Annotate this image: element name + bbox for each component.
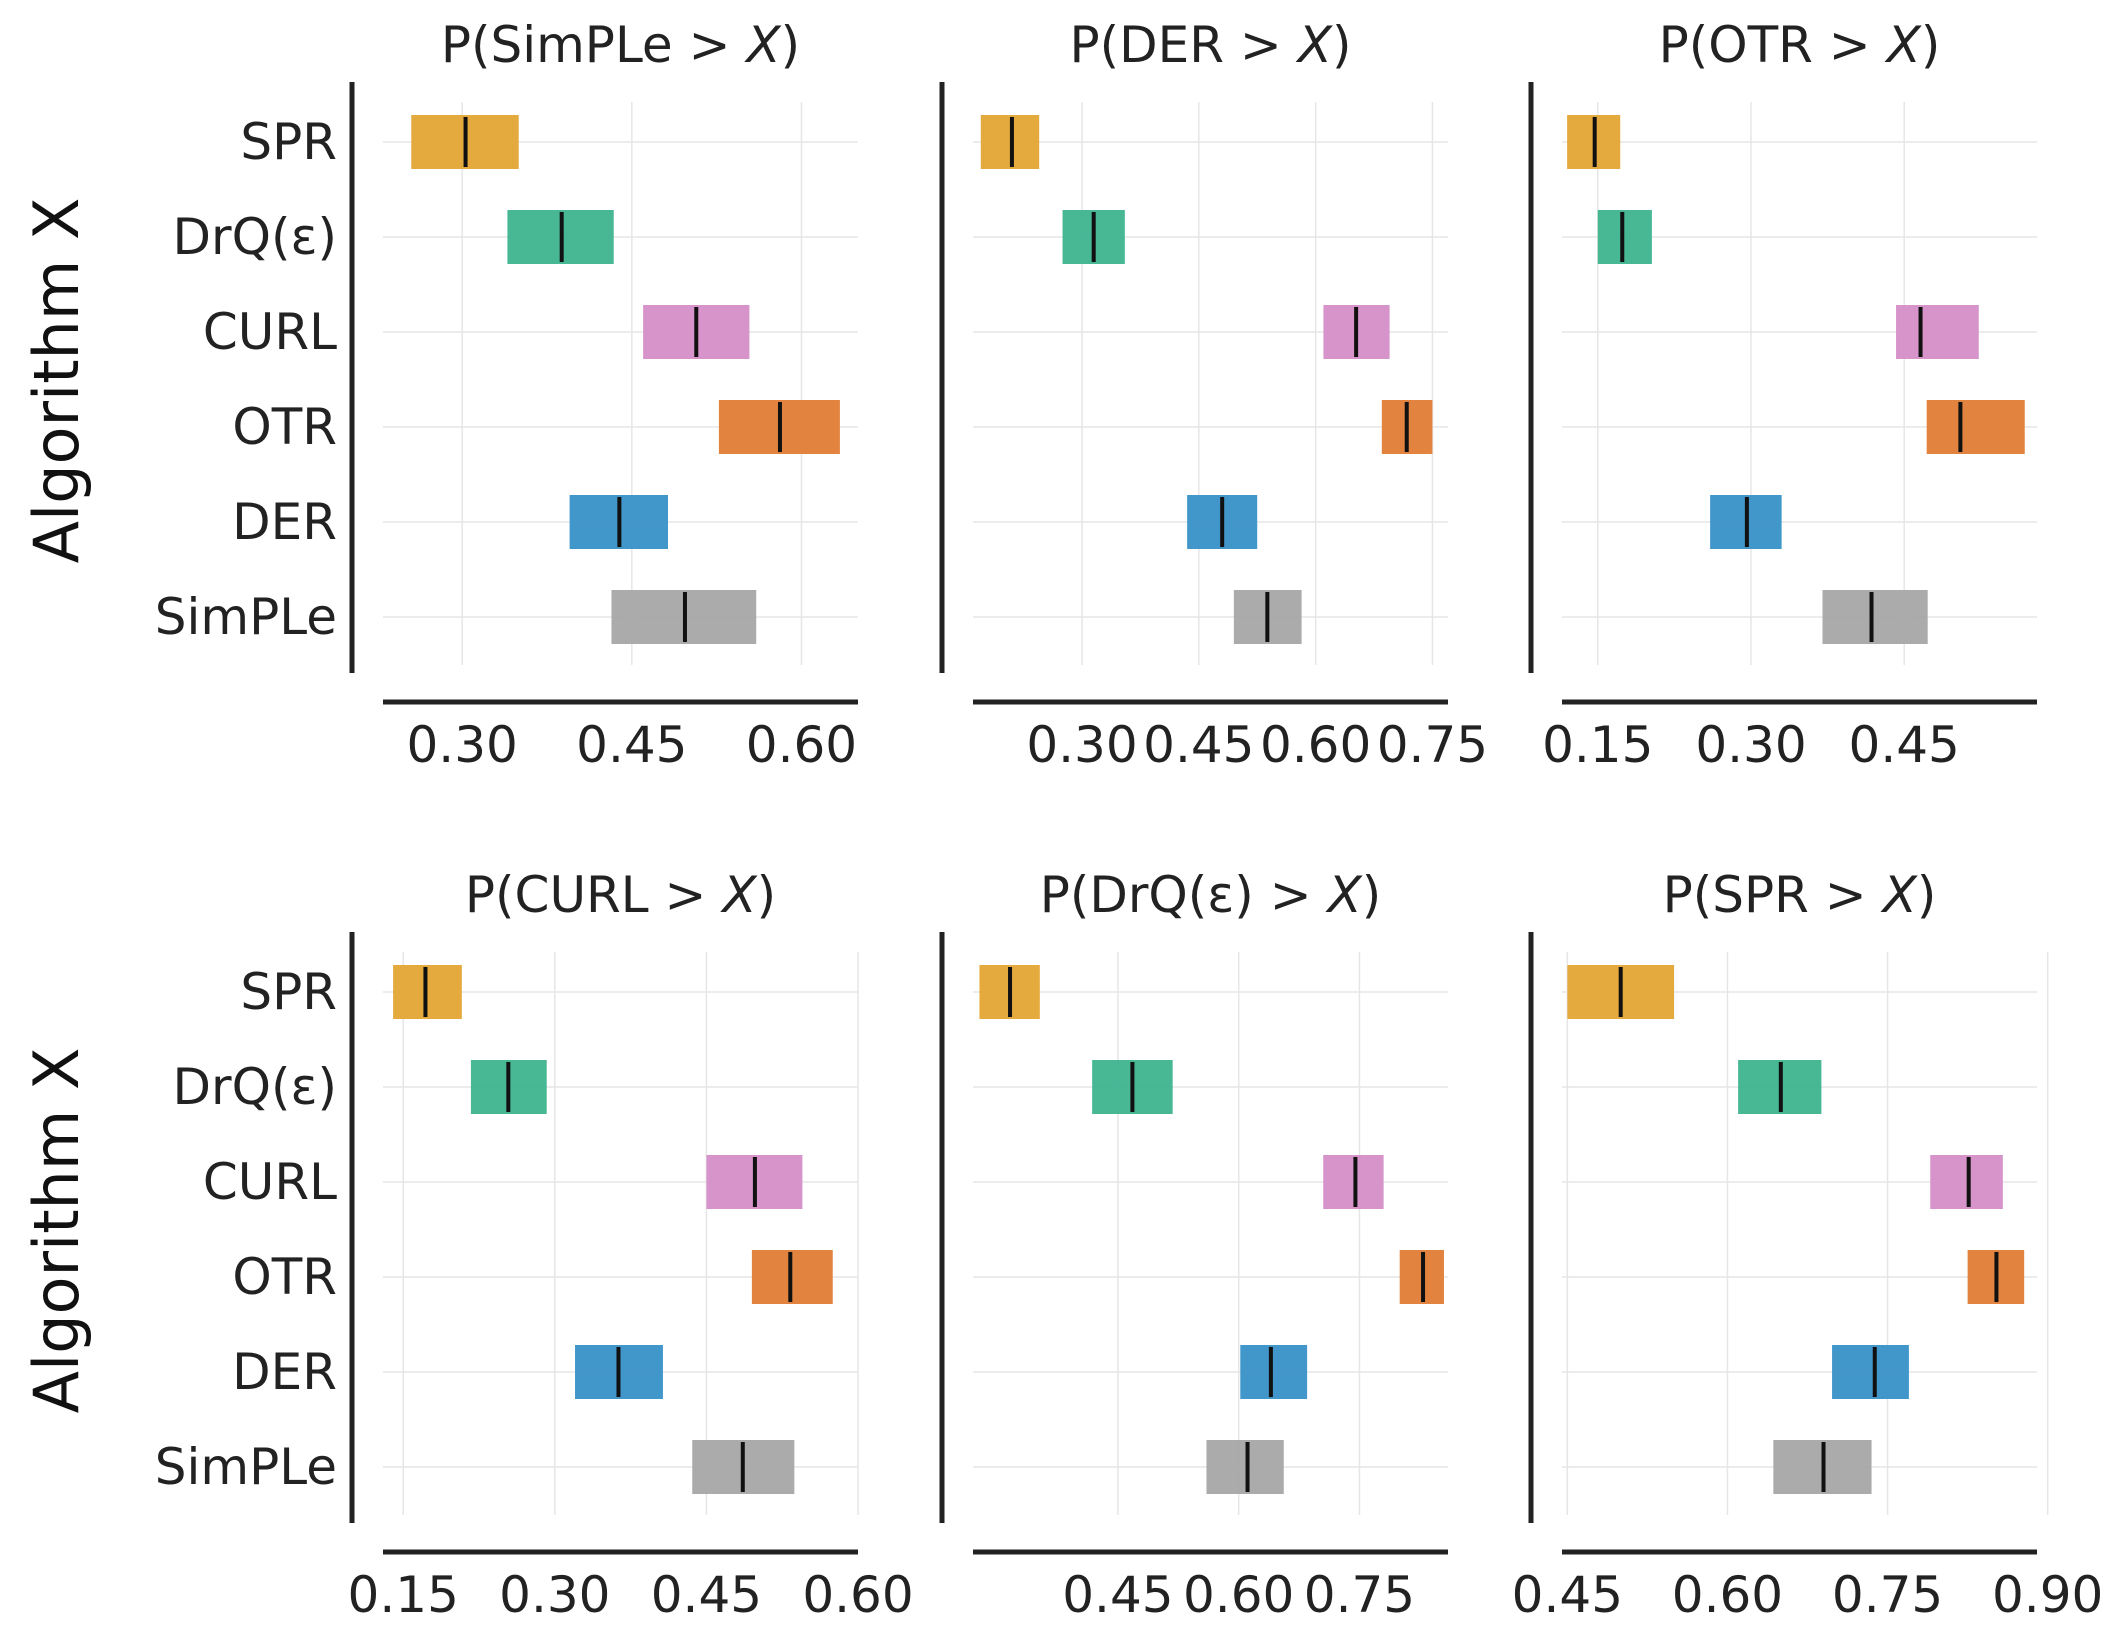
title-prefix: P(SPR > — [1663, 866, 1883, 924]
x-tick-label: 0.45 — [576, 716, 687, 774]
panel-title: P(DrQ(ε) > X) — [1040, 866, 1382, 924]
x-tick-label: 0.90 — [1992, 1566, 2103, 1624]
panel-title: P(SPR > X) — [1663, 866, 1937, 924]
x-tick-label: 0.45 — [1143, 716, 1254, 774]
title-prefix: P(SimPLe > — [441, 16, 747, 74]
y-axis-label: Algorithm X — [20, 1048, 93, 1414]
category-label-drq: DrQ(ε) — [173, 1058, 337, 1116]
category-label-otr: OTR — [232, 398, 337, 456]
y-axis-label: Algorithm X — [20, 198, 93, 564]
title-suffix: ) — [1921, 16, 1941, 74]
interval-bar-otr — [751, 1250, 833, 1304]
category-label-simple: SimPLe — [155, 1438, 337, 1496]
interval-bar-spr — [393, 965, 462, 1019]
title-variable: X — [1325, 866, 1364, 924]
x-tick-label: 0.15 — [348, 1566, 459, 1624]
title-prefix: P(OTR > — [1659, 16, 1887, 74]
panel-der: P(DER > X) 0.30 0.45 0.60 0.75 — [939, 16, 1488, 774]
interval-bar-der — [1832, 1345, 1909, 1399]
title-prefix: P(CURL > — [465, 866, 722, 924]
panel-title: P(DER > X) — [1070, 16, 1352, 74]
x-tick-label: 0.75 — [1377, 716, 1488, 774]
category-label-der: DER — [232, 1343, 337, 1401]
x-tick-label: 0.60 — [1672, 1566, 1783, 1624]
interval-bar-drq — [1597, 210, 1652, 264]
x-tick-label: 0.75 — [1832, 1566, 1943, 1624]
x-tick-label: 0.60 — [1260, 716, 1371, 774]
interval-bar-simple — [1822, 590, 1928, 644]
x-tick-label: 0.15 — [1542, 716, 1653, 774]
title-variable: X — [719, 866, 758, 924]
interval-bar-curl — [1323, 1155, 1384, 1209]
panel-otr: P(OTR > X) 0.15 0.30 0.45 — [1528, 16, 2037, 774]
category-label-curl: CURL — [203, 303, 337, 361]
category-label-curl: CURL — [203, 1153, 337, 1211]
title-variable: X — [1295, 16, 1334, 74]
panel-title: P(CURL > X) — [465, 866, 776, 924]
x-tick-label: 0.45 — [1849, 716, 1960, 774]
x-tick-label: 0.60 — [1183, 1566, 1294, 1624]
category-label-der: DER — [232, 493, 337, 551]
interval-bar-curl — [1930, 1155, 2003, 1209]
panel-simple: P(SimPLe > X) SPR DrQ(ε) CURL OTR DER SimPLe 0.… — [20, 16, 858, 774]
category-label-spr: SPR — [240, 963, 337, 1021]
x-tick-label: 0.30 — [1695, 716, 1806, 774]
title-prefix: P(DrQ(ε) > — [1040, 866, 1328, 924]
panel-title: P(SimPLe > X) — [441, 16, 800, 74]
panel-spr: P(SPR > X) 0.45 0.60 0.75 0.90 — [1512, 866, 2104, 1624]
x-tick-label: 0.45 — [651, 1566, 762, 1624]
category-label-otr: OTR — [232, 1248, 337, 1306]
title-prefix: P(DER > — [1070, 16, 1298, 74]
title-suffix: ) — [781, 16, 801, 74]
interval-bar-otr — [1926, 400, 2025, 454]
x-tick-label: 0.75 — [1304, 1566, 1415, 1624]
category-label-simple: SimPLe — [155, 588, 337, 646]
x-tick-label: 0.60 — [802, 1566, 913, 1624]
interval-bar-curl — [1896, 305, 1979, 359]
x-tick-label: 0.30 — [407, 716, 518, 774]
title-variable: X — [1880, 866, 1919, 924]
title-variable: X — [1884, 16, 1923, 74]
category-label-drq: DrQ(ε) — [173, 208, 337, 266]
category-label-spr: SPR — [240, 113, 337, 171]
title-variable: X — [743, 16, 782, 74]
x-tick-label: 0.30 — [1026, 716, 1137, 774]
title-suffix: ) — [1917, 866, 1937, 924]
x-tick-label: 0.30 — [499, 1566, 610, 1624]
x-tick-label: 0.60 — [746, 716, 857, 774]
panel-curl: P(CURL > X) SPR DrQ(ε) CURL OTR DER SimPLe 0.15… — [20, 866, 914, 1624]
title-suffix: ) — [1332, 16, 1352, 74]
x-tick-label: 0.45 — [1512, 1566, 1623, 1624]
x-tick-label: 0.45 — [1062, 1566, 1173, 1624]
title-suffix: ) — [757, 866, 777, 924]
panel-title: P(OTR > X) — [1659, 16, 1941, 74]
title-suffix: ) — [1362, 866, 1382, 924]
panel-drq: P(DrQ(ε) > X) 0.45 0.60 0.75 — [939, 866, 1448, 1624]
interval-bar-der — [1240, 1345, 1308, 1399]
interval-bar-simple — [1206, 1440, 1284, 1494]
